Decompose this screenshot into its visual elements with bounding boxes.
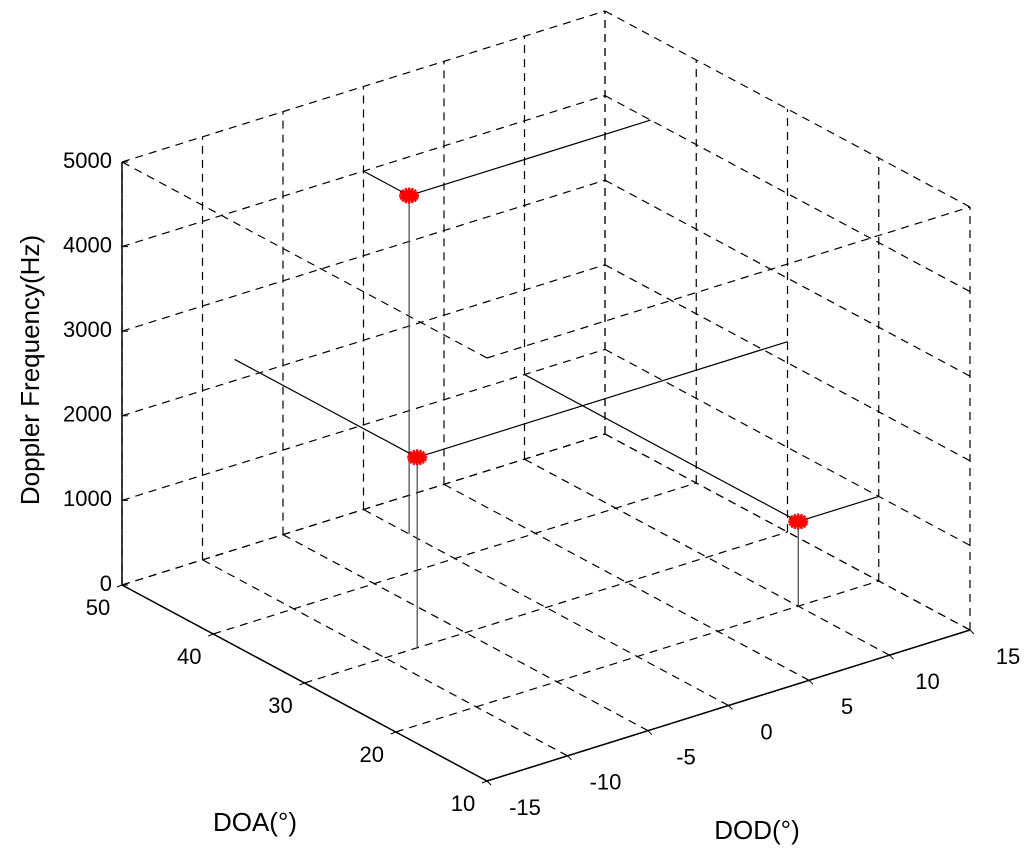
guide-line	[524, 374, 799, 523]
x-tick	[889, 654, 894, 660]
y-tick	[208, 633, 214, 637]
x-tick	[969, 629, 975, 635]
x-tick	[728, 705, 733, 710]
x-tick-label: -15	[509, 795, 541, 820]
grid-line	[121, 179, 606, 332]
guide-line	[234, 358, 418, 458]
grid-line	[121, 433, 606, 586]
guide-line	[798, 495, 879, 523]
y-axis-title: DOA(°)	[213, 807, 297, 837]
x-tick-label: -5	[676, 744, 696, 769]
grid-line	[121, 264, 606, 417]
y-tick	[481, 780, 488, 784]
grid-line	[213, 482, 697, 635]
x-tick	[647, 730, 653, 736]
y-tick-label: 50	[86, 595, 110, 620]
y-tick-label: 40	[177, 644, 201, 669]
z-tick-label: 0	[100, 571, 112, 596]
z-tick-label: 4000	[63, 232, 112, 257]
x-tick-label: 10	[915, 669, 939, 694]
x-tick	[486, 780, 492, 786]
y-tick	[116, 584, 123, 588]
z-axis-title: Doppler Frequency(Hz)	[15, 235, 45, 505]
box-edge	[486, 206, 971, 359]
guide-line	[417, 341, 788, 458]
grid-line	[121, 10, 606, 163]
x-tick-label: 0	[760, 719, 772, 744]
y-tick-label: 30	[268, 693, 292, 718]
x-tick	[808, 679, 814, 685]
x-axis-title: DOD(°)	[714, 815, 800, 845]
z-tick-label: 5000	[63, 148, 112, 173]
y-tick	[299, 682, 305, 686]
x-tick-label: -10	[590, 770, 622, 795]
z-tick-label: 1000	[63, 486, 112, 511]
y-tick-label: 10	[451, 791, 475, 816]
guide-line	[408, 119, 651, 197]
grid-line	[121, 348, 606, 501]
marker	[399, 187, 420, 204]
guide-line	[363, 170, 410, 197]
x-tick-label: 5	[841, 694, 853, 719]
marker	[788, 513, 809, 530]
y-tick	[390, 731, 396, 735]
y-tick-label: 20	[360, 742, 384, 767]
marker	[407, 449, 428, 466]
z-tick-label: 2000	[63, 402, 112, 427]
z-tick-label: 3000	[63, 317, 112, 342]
grid-line	[304, 531, 788, 684]
x-tick	[567, 755, 572, 761]
x-tick-label: 15	[996, 644, 1020, 669]
